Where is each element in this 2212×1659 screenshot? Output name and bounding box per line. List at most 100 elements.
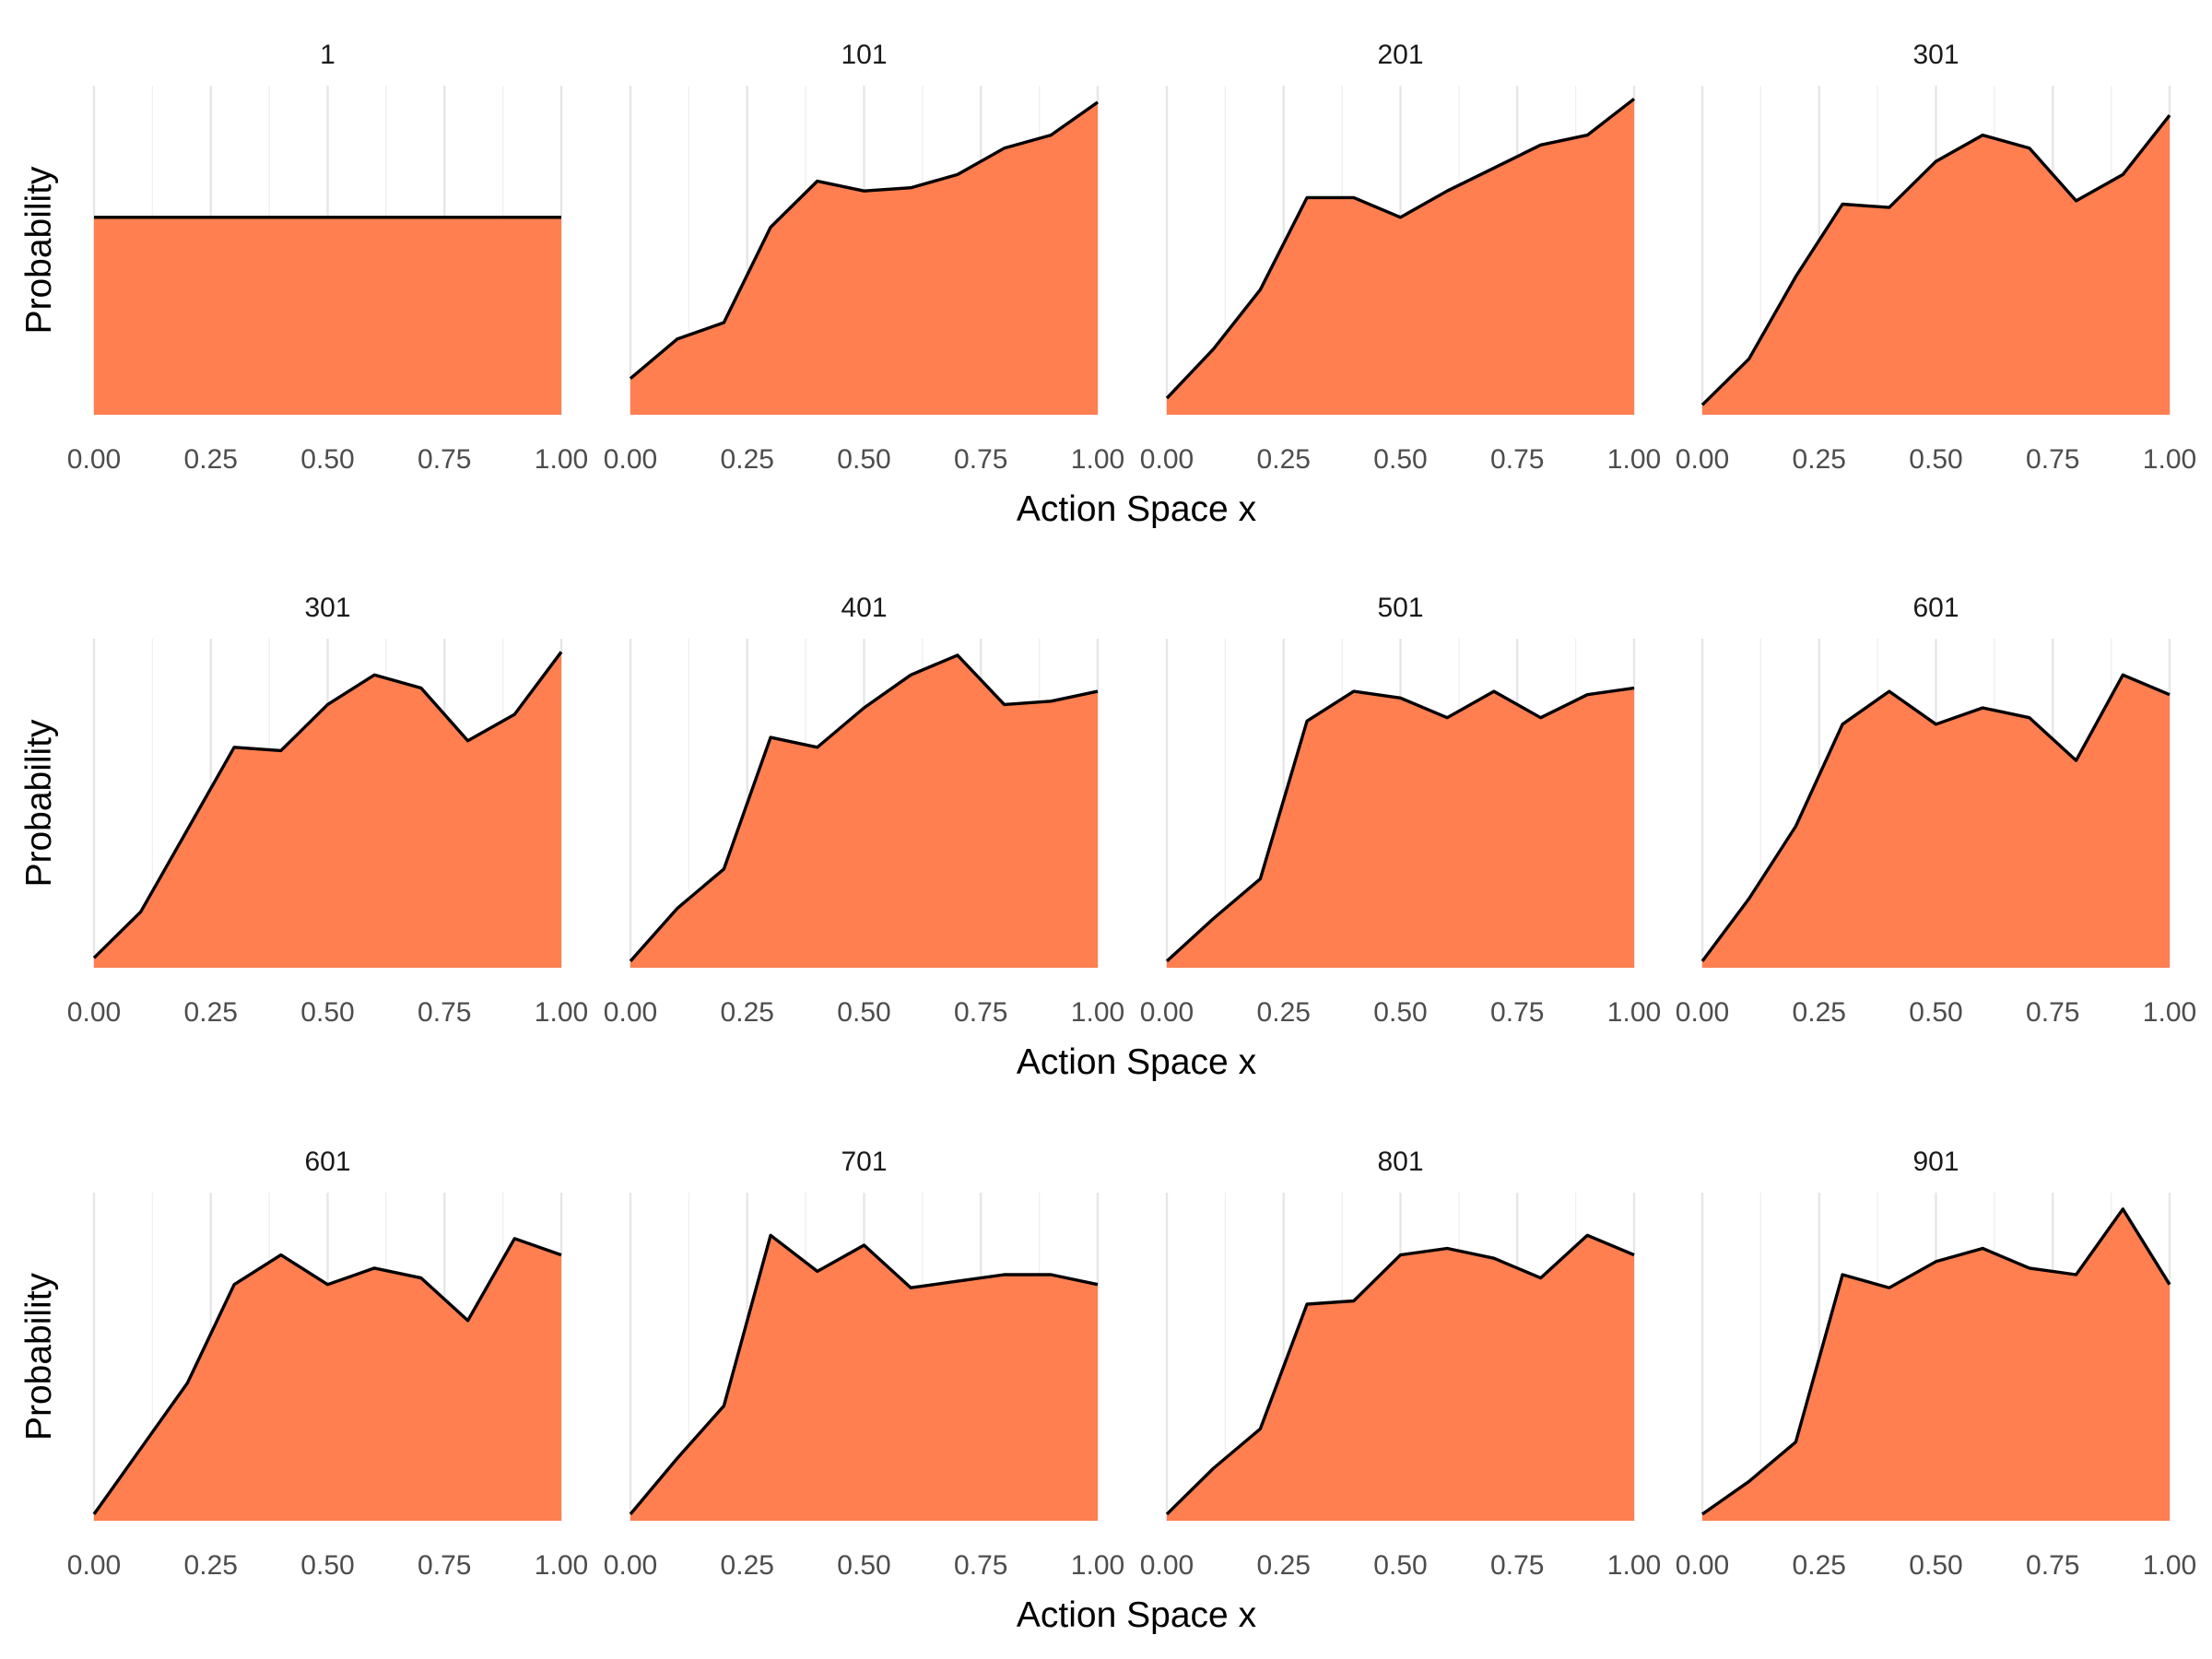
x-tick-label: 0.75	[954, 444, 1007, 475]
density-line	[1700, 673, 2171, 962]
x-tick-label: 0.25	[1257, 1550, 1311, 1581]
panel-title: 1	[320, 40, 335, 70]
x-tick-label: 0.25	[184, 1550, 238, 1581]
density-area	[1702, 1208, 2170, 1521]
density-area	[1702, 115, 2170, 415]
x-tick-label: 0.50	[1909, 1550, 1962, 1581]
x-tick-label: 1.00	[1607, 997, 1661, 1028]
x-tick-label: 0.50	[1909, 444, 1962, 475]
x-tick-label: 1.00	[535, 1550, 588, 1581]
x-tick-label: 0.00	[67, 1550, 121, 1581]
x-tick-label: 0.75	[2026, 997, 2079, 1028]
x-tick-label: 0.00	[1140, 444, 1194, 475]
x-tick-label: 1.00	[1071, 1550, 1124, 1581]
x-tick-label: 0.25	[1793, 444, 1846, 475]
panel-title: 101	[841, 40, 887, 70]
x-tick-label: 0.00	[1140, 997, 1194, 1028]
x-axis-title: Action Space x	[1017, 1042, 1257, 1082]
x-tick-label: 1.00	[535, 997, 588, 1028]
panel-title: 501	[1377, 593, 1423, 623]
density-area	[1167, 688, 1634, 968]
x-tick-label: 1.00	[1607, 1550, 1661, 1581]
x-tick-label: 0.50	[300, 997, 354, 1028]
x-tick-label: 0.25	[1793, 1550, 1846, 1581]
density-area	[94, 1238, 561, 1521]
x-tick-label: 0.75	[954, 997, 1007, 1028]
density-line	[1165, 1233, 1635, 1516]
density-line	[1165, 97, 1636, 400]
x-tick-label: 0.50	[300, 444, 354, 475]
x-tick-label: 1.00	[535, 444, 588, 475]
density-line	[1165, 686, 1635, 963]
x-tick-label: 0.50	[1373, 444, 1427, 475]
x-tick-label: 1.00	[1607, 444, 1661, 475]
y-axis-title: Probability	[19, 719, 59, 888]
x-tick-label: 0.00	[1676, 1550, 1729, 1581]
x-tick-label: 0.00	[604, 444, 657, 475]
x-tick-label: 0.25	[1793, 997, 1846, 1028]
density-area	[94, 217, 561, 415]
panel-title: 601	[1912, 593, 1959, 623]
x-tick-label: 0.00	[1140, 1550, 1194, 1581]
panel-title: 301	[304, 593, 350, 623]
x-tick-label: 0.00	[67, 997, 121, 1028]
x-tick-label: 0.00	[1676, 997, 1729, 1028]
x-tick-label: 0.50	[837, 1550, 890, 1581]
density-area	[1167, 99, 1634, 416]
x-tick-label: 0.25	[721, 444, 774, 475]
x-tick-label: 0.75	[418, 997, 471, 1028]
x-tick-label: 0.75	[418, 444, 471, 475]
density-area	[630, 101, 1098, 416]
x-tick-label: 0.50	[837, 997, 890, 1028]
density-area	[1167, 1235, 1634, 1521]
panel-title: 901	[1912, 1147, 1959, 1177]
density-line	[629, 653, 1099, 963]
x-tick-label: 0.75	[1490, 444, 1544, 475]
x-tick-label: 0.25	[184, 444, 238, 475]
x-tick-label: 0.00	[1676, 444, 1729, 475]
density-area	[1702, 675, 2170, 968]
density-line	[92, 1237, 562, 1515]
x-tick-label: 0.50	[837, 444, 890, 475]
x-tick-label: 0.75	[1490, 1550, 1544, 1581]
x-tick-label: 0.75	[2026, 444, 2079, 475]
x-tick-label: 0.50	[1373, 997, 1427, 1028]
x-tick-label: 0.50	[1909, 997, 1962, 1028]
panel-title: 201	[1377, 40, 1423, 70]
x-axis-title: Action Space x	[1017, 489, 1257, 529]
density-line	[629, 100, 1099, 380]
x-tick-label: 0.25	[1257, 997, 1311, 1028]
x-tick-label: 0.75	[954, 1550, 1007, 1581]
x-tick-label: 1.00	[1071, 997, 1124, 1028]
x-tick-label: 0.25	[721, 997, 774, 1028]
x-tick-label: 0.75	[1490, 997, 1544, 1028]
panel-title: 301	[1912, 40, 1959, 70]
x-tick-label: 0.75	[418, 1550, 471, 1581]
x-tick-label: 0.25	[184, 997, 238, 1028]
density-area	[94, 652, 561, 968]
density-area	[630, 1235, 1098, 1521]
x-tick-label: 1.00	[2143, 444, 2196, 475]
x-tick-label: 0.00	[67, 444, 121, 475]
x-axis-title: Action Space x	[1017, 1595, 1257, 1635]
density-line	[1700, 114, 2171, 406]
x-tick-label: 1.00	[2143, 997, 2196, 1028]
x-tick-label: 1.00	[1071, 444, 1124, 475]
x-tick-label: 0.75	[2026, 1550, 2079, 1581]
panel-title: 401	[841, 593, 887, 623]
x-tick-label: 0.50	[300, 1550, 354, 1581]
x-tick-label: 0.00	[604, 997, 657, 1028]
x-tick-label: 0.50	[1373, 1550, 1427, 1581]
y-axis-title: Probability	[19, 166, 59, 335]
density-line	[92, 651, 563, 959]
y-axis-title: Probability	[19, 1272, 59, 1441]
x-tick-label: 0.25	[721, 1550, 774, 1581]
x-tick-label: 0.00	[604, 1550, 657, 1581]
x-tick-label: 0.25	[1257, 444, 1311, 475]
density-area	[630, 654, 1098, 968]
density-line	[629, 1233, 1099, 1515]
density-line	[1701, 1207, 2171, 1516]
panel-title: 701	[841, 1147, 887, 1177]
panel-title: 801	[1377, 1147, 1423, 1177]
